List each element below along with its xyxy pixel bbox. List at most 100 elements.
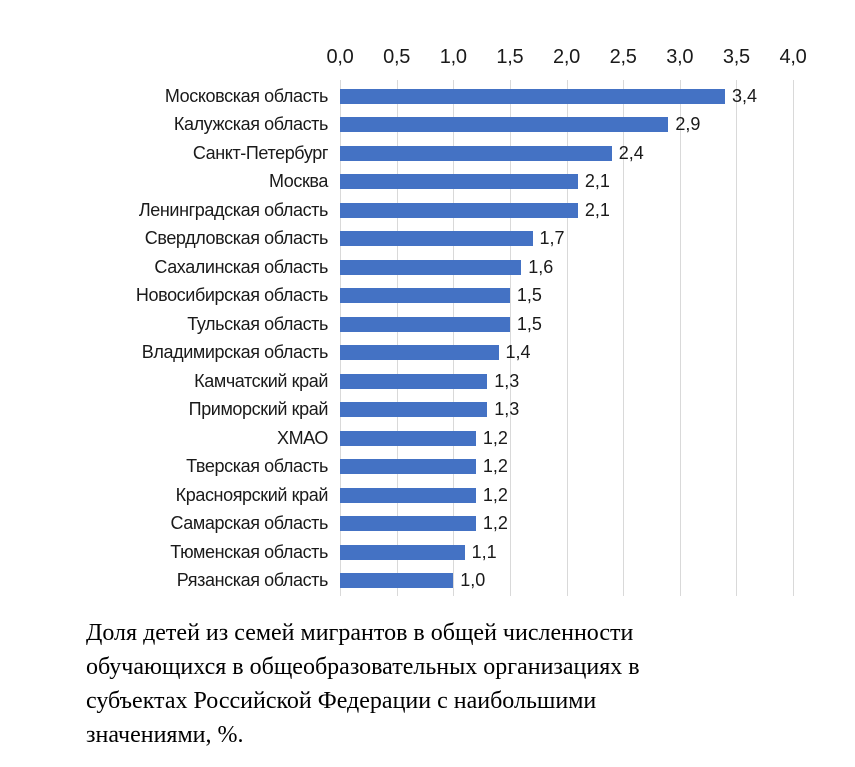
- bar-track: 1,3: [340, 367, 855, 396]
- category-label: Самарская область: [170, 513, 329, 534]
- value-label: 1,4: [505, 342, 531, 363]
- gridline: [453, 80, 455, 596]
- bar-track: 2,1: [340, 168, 855, 197]
- gridline: [509, 80, 511, 596]
- x-tick-label: 0,5: [383, 46, 411, 68]
- bar-track: 1,1: [340, 538, 855, 567]
- bar-row: Сахалинская область 1,6: [0, 253, 855, 282]
- bar: [340, 430, 476, 446]
- bar-row: Самарская область 1,2: [0, 510, 855, 539]
- bar: [340, 544, 465, 560]
- x-tick-label: 3,5: [722, 46, 750, 68]
- value-label: 2,9: [675, 114, 701, 135]
- bar-track: 3,4: [340, 82, 855, 111]
- bar-track: 2,1: [340, 196, 855, 225]
- bar-row: Московская область 3,4: [0, 82, 855, 111]
- bar-row: Красноярский край 1,2: [0, 481, 855, 510]
- bar: [340, 345, 499, 361]
- figure-caption-line: обучающихся в общеобразовательных органи…: [86, 654, 640, 680]
- bar-track: 1,2: [340, 481, 855, 510]
- value-label: 1,5: [516, 313, 542, 334]
- bar-row: Тверская область 1,2: [0, 453, 855, 482]
- bar-row: ХМАО 1,2: [0, 424, 855, 453]
- bar-row: Санкт-Петербург 2,4: [0, 139, 855, 168]
- x-tick-label: 1,5: [496, 46, 524, 68]
- gridline: [736, 80, 738, 596]
- plot-area: [340, 80, 794, 596]
- bar-row: Камчатский край 1,3: [0, 367, 855, 396]
- value-label: 1,2: [482, 427, 508, 448]
- category-label: Новосибирская область: [135, 285, 328, 306]
- category-label: Санкт-Петербург: [192, 142, 329, 163]
- bar: [340, 145, 612, 161]
- category-label: Приморский край: [188, 399, 329, 420]
- bar-track: 1,3: [340, 396, 855, 425]
- category-label: Сахалинская область: [154, 256, 328, 277]
- bar: [340, 117, 669, 133]
- bar: [340, 231, 533, 247]
- figure-caption-line: субъектах Российской Федерации с наиболь…: [86, 688, 597, 714]
- value-label: 1,3: [494, 399, 520, 420]
- category-label: Владимирская область: [141, 342, 329, 363]
- x-axis: 0,0 0,5 1,0 1,5 2,0 2,5 3,0 3,5 4,0: [327, 46, 807, 74]
- category-label: Свердловская область: [144, 228, 329, 249]
- figure-caption-line: значениями, %.: [86, 722, 244, 748]
- bar-row: Новосибирская область 1,5: [0, 282, 855, 311]
- category-label: Ленинградская область: [138, 199, 329, 220]
- bar: [340, 202, 578, 218]
- value-label: 1,1: [471, 541, 497, 562]
- bar-track: 1,7: [340, 225, 855, 254]
- value-label: 1,6: [528, 256, 554, 277]
- bar-track: 1,4: [340, 339, 855, 368]
- bar: [340, 316, 510, 332]
- value-label: 1,2: [482, 513, 508, 534]
- bar-track: 2,4: [340, 139, 855, 168]
- value-label: 1,2: [482, 484, 508, 505]
- bar-row: Тюменская область 1,1: [0, 538, 855, 567]
- bar: [340, 402, 488, 418]
- category-label: Москва: [268, 171, 328, 192]
- bar-track: 2,9: [340, 111, 855, 140]
- gridline: [566, 80, 568, 596]
- bar: [340, 174, 578, 190]
- value-label: 1,5: [516, 285, 542, 306]
- x-tick-label: 4,0: [779, 46, 807, 68]
- category-label: Рязанская область: [176, 570, 329, 591]
- bar-chart: 0,0 0,5 1,0 1,5 2,0 2,5 3,0 3,5 4,0 Московская о…: [0, 46, 855, 596]
- category-label: Тверская область: [186, 456, 328, 477]
- bar-row: Москва 2,1: [0, 168, 855, 197]
- figure-caption-line: Доля детей из семей мигрантов в общей чи…: [86, 620, 634, 646]
- bar-row: Ленинградская область 2,1: [0, 196, 855, 225]
- bar: [340, 259, 522, 275]
- gridline: [340, 80, 341, 596]
- x-tick-label: 2,0: [553, 46, 580, 68]
- value-label: 3,4: [732, 85, 758, 106]
- value-label: 2,4: [618, 142, 644, 163]
- category-label: Красноярский край: [175, 484, 329, 505]
- bar: [340, 288, 510, 304]
- bar: [340, 516, 476, 532]
- bar-row: Калужская область 2,9: [0, 111, 855, 140]
- bar-track: 1,0: [340, 567, 855, 596]
- gridline: [396, 80, 398, 596]
- bar-track: 1,2: [340, 424, 855, 453]
- bar-track: 1,2: [340, 453, 855, 482]
- bar: [340, 487, 476, 503]
- value-label: 1,7: [539, 228, 565, 249]
- value-label: 2,1: [584, 199, 610, 220]
- bar: [340, 373, 488, 389]
- category-label: Московская область: [164, 85, 329, 106]
- x-tick-label: 2,5: [609, 46, 637, 68]
- gridline: [623, 80, 625, 596]
- x-tick-label: 1,0: [439, 46, 467, 68]
- bar: [340, 459, 476, 475]
- value-label: 1,3: [494, 370, 520, 391]
- value-label: 2,1: [584, 171, 610, 192]
- bar-track: 1,5: [340, 310, 855, 339]
- x-tick-label: 3,0: [666, 46, 694, 68]
- bar-row: Владимирская область 1,4: [0, 339, 855, 368]
- category-label: Тульская область: [187, 313, 328, 334]
- bar-row: Тульская область 1,5: [0, 310, 855, 339]
- category-label: Тюменская область: [170, 541, 328, 562]
- bar: [340, 88, 726, 104]
